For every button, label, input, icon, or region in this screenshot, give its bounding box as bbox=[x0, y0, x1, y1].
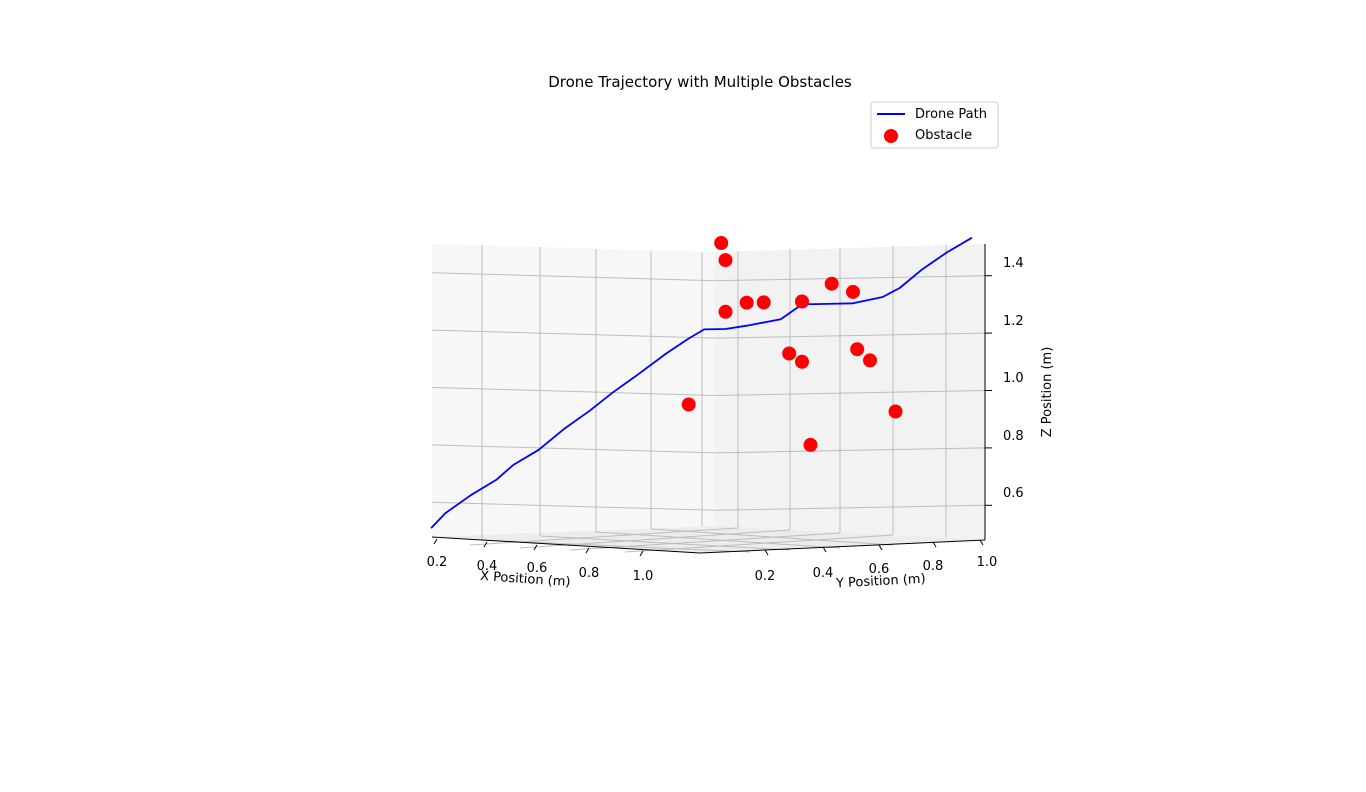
y-axis-line bbox=[699, 539, 986, 554]
y-tick-label: 0.4 bbox=[813, 566, 834, 581]
x-tick-mark bbox=[585, 547, 590, 554]
x-tick-labels: 0.2 0.4 0.6 0.8 1.0 bbox=[427, 555, 654, 584]
z-tick-label: 0.6 bbox=[1003, 486, 1024, 501]
y-tick-label: 0.6 bbox=[869, 562, 890, 577]
grid-line-z bbox=[431, 501, 716, 511]
x-tick-mark bbox=[639, 550, 644, 557]
obstacle-point bbox=[756, 295, 771, 310]
x-tick-mark bbox=[433, 538, 438, 545]
z-axis-title: Z Position (m) bbox=[1040, 347, 1055, 438]
grid-line-z bbox=[714, 447, 986, 454]
grid-line-floor bbox=[481, 539, 751, 553]
y-tick-labels: 0.2 0.4 0.6 0.8 1.0 bbox=[755, 555, 998, 584]
obstacle-point bbox=[850, 342, 865, 357]
y-tick-mark bbox=[878, 544, 883, 551]
obstacle-point bbox=[803, 437, 818, 452]
y-tick-mark bbox=[932, 541, 937, 548]
y-axis-title: Y Position (m) bbox=[835, 572, 926, 592]
grid-line-z bbox=[431, 329, 716, 339]
y-tick-label: 0.2 bbox=[755, 569, 776, 584]
legend-label-obstacle: Obstacle bbox=[915, 128, 972, 143]
legend-circle-marker bbox=[884, 129, 898, 143]
y-tick-label: 0.8 bbox=[923, 559, 944, 574]
obstacle-point bbox=[795, 354, 809, 369]
x-tick-label: 1.0 bbox=[633, 569, 654, 584]
obstacle-point bbox=[681, 397, 696, 412]
obstacle-point bbox=[888, 404, 903, 419]
grid-line-z bbox=[431, 272, 716, 282]
x-tick-mark bbox=[483, 541, 488, 548]
obstacle-point bbox=[714, 236, 729, 250]
x-tick-label: 0.6 bbox=[527, 561, 548, 576]
z-tick-label: 0.8 bbox=[1003, 429, 1024, 444]
y-tick-label: 1.0 bbox=[977, 555, 998, 570]
obstacle-point bbox=[718, 304, 733, 319]
y-tick-mark bbox=[764, 549, 769, 556]
obstacle-point bbox=[863, 353, 877, 368]
chart-title: Drone Trajectory with Multiple Obstacles bbox=[548, 73, 852, 91]
obstacle-point bbox=[795, 294, 809, 309]
y-tick-mark bbox=[822, 546, 827, 553]
x-tick-label: 0.4 bbox=[477, 559, 498, 574]
obstacle-point bbox=[739, 295, 754, 310]
grid-line-z bbox=[714, 275, 986, 282]
grid-line-z bbox=[431, 444, 716, 454]
z-tick-label: 1.4 bbox=[1003, 256, 1024, 271]
grid-line-z bbox=[714, 504, 986, 511]
grid-lines bbox=[431, 245, 986, 553]
grid-line-z bbox=[431, 387, 716, 396]
axis-lines bbox=[431, 244, 986, 554]
obstacle-point bbox=[782, 346, 797, 361]
grid-line-z bbox=[714, 332, 986, 339]
grid-line-z bbox=[714, 390, 986, 396]
x-tick-label: 0.2 bbox=[427, 555, 448, 570]
plot-data bbox=[430, 236, 973, 529]
tick-marks bbox=[433, 275, 992, 557]
x-axis-line bbox=[431, 536, 701, 554]
drone-path-line bbox=[430, 236, 973, 529]
obstacle-point bbox=[846, 284, 860, 299]
obstacle-point bbox=[718, 253, 733, 268]
left-pane bbox=[432, 244, 715, 537]
y-tick-mark bbox=[979, 539, 984, 546]
z-tick-label: 1.2 bbox=[1003, 314, 1024, 329]
z-tick-label: 1.0 bbox=[1003, 371, 1024, 386]
x-tick-label: 0.8 bbox=[579, 566, 600, 581]
obstacle-point bbox=[824, 276, 839, 291]
x-axis-title: X Position (m) bbox=[480, 569, 571, 590]
grid-line-floor bbox=[569, 532, 841, 551]
legend: Drone Path Obstacle bbox=[870, 101, 999, 149]
x-tick-mark bbox=[533, 544, 538, 551]
legend-label-drone-path: Drone Path bbox=[915, 107, 987, 122]
z-tick-labels: 0.6 0.8 1.0 1.2 1.4 bbox=[1003, 256, 1024, 501]
grid-line-floor bbox=[624, 534, 894, 553]
